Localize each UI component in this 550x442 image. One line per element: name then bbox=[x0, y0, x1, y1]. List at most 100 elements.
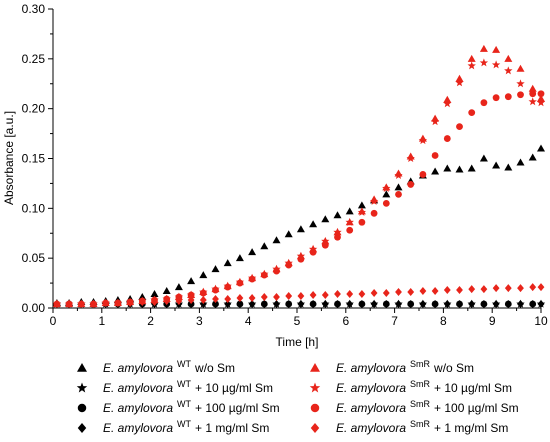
legend-item: E. amylovora WT + 100 µg/ml Sm bbox=[77, 399, 280, 415]
data-point-diamond bbox=[260, 300, 268, 309]
data-point-diamond bbox=[529, 300, 537, 309]
legend-superscript: SmR bbox=[410, 399, 431, 409]
data-point-triangle bbox=[455, 165, 464, 173]
data-point-star bbox=[479, 58, 489, 67]
data-point-triangle bbox=[467, 164, 476, 172]
legend-condition: + 10 µg/ml Sm bbox=[195, 381, 273, 395]
legend-marker-star bbox=[309, 382, 321, 393]
data-point-triangle bbox=[443, 164, 452, 172]
data-point-triangle bbox=[443, 95, 452, 103]
legend-marker-triangle bbox=[310, 363, 320, 372]
data-point-triangle bbox=[162, 295, 171, 303]
data-point-triangle bbox=[187, 277, 196, 285]
data-point-triangle bbox=[357, 207, 366, 215]
data-point-triangle bbox=[187, 291, 196, 299]
data-point-triangle bbox=[455, 74, 464, 82]
x-ticks: 0 1 2 3 4 5 6 7 8 9 10 bbox=[50, 308, 548, 328]
data-point-diamond bbox=[212, 295, 219, 304]
data-point-triangle bbox=[394, 169, 403, 177]
legend-item: E. amylovora WT + 10 µg/ml Sm bbox=[76, 379, 273, 395]
data-point-triangle bbox=[77, 300, 86, 308]
y-ticks: 0.00 0.05 0.10 0.15 0.20 0.25 0.30 bbox=[22, 2, 53, 315]
x-tick-label: 4 bbox=[245, 314, 252, 328]
y-axis-label: Absorbance [a.u.] bbox=[2, 111, 16, 205]
data-point-triangle bbox=[321, 237, 330, 245]
legend-condition: + 1 mg/ml Sm bbox=[434, 421, 508, 435]
data-point-diamond bbox=[273, 300, 280, 309]
legend-organism: E. amylovora bbox=[336, 421, 406, 435]
x-tick-label: 8 bbox=[440, 314, 447, 328]
legend-superscript: SmR bbox=[410, 419, 431, 429]
data-point-diamond bbox=[382, 289, 390, 298]
data-point-diamond bbox=[370, 300, 378, 309]
data-point-triangle bbox=[248, 274, 257, 282]
data-point-diamond bbox=[504, 284, 512, 293]
data-point-triangle bbox=[516, 64, 525, 72]
data-point-star bbox=[516, 79, 525, 88]
data-point-triangle bbox=[260, 270, 269, 278]
data-point-diamond bbox=[199, 296, 207, 305]
data-point-triangle bbox=[174, 283, 183, 291]
data-points bbox=[52, 44, 546, 309]
data-point-triangle bbox=[406, 152, 415, 160]
data-point-diamond bbox=[212, 300, 219, 309]
data-point-circle bbox=[382, 199, 390, 207]
legend-marker-circle bbox=[310, 403, 320, 413]
data-point-diamond bbox=[468, 300, 476, 309]
data-point-triangle bbox=[235, 254, 244, 262]
legend-condition: + 100 µg/ml Sm bbox=[434, 401, 519, 415]
data-point-triangle bbox=[382, 183, 391, 191]
data-point-diamond bbox=[504, 300, 512, 309]
data-point-triangle bbox=[162, 287, 171, 295]
data-point-triangle bbox=[284, 259, 293, 267]
legend-organism: E. amylovora bbox=[103, 421, 173, 435]
data-point-diamond bbox=[358, 290, 366, 299]
legend-marker-circle bbox=[77, 403, 87, 413]
legend-label: E. amylovora SmR + 100 µg/ml Sm bbox=[336, 399, 519, 415]
legend-superscript: WT bbox=[177, 399, 191, 409]
data-point-triangle bbox=[260, 242, 269, 250]
data-point-circle bbox=[529, 90, 537, 98]
data-point-triangle bbox=[479, 44, 488, 52]
data-point-diamond bbox=[260, 293, 268, 302]
data-point-triangle bbox=[370, 195, 379, 203]
data-point-circle bbox=[334, 233, 341, 241]
legend-superscript: WT bbox=[177, 359, 191, 369]
data-point-diamond bbox=[297, 292, 305, 301]
data-point-diamond bbox=[456, 286, 463, 295]
legend-label: E. amylovora WT + 10 µg/ml Sm bbox=[103, 379, 273, 395]
data-point-triangle bbox=[150, 290, 159, 298]
series-points bbox=[52, 44, 545, 308]
data-point-diamond bbox=[248, 300, 256, 309]
data-point-diamond bbox=[537, 300, 545, 309]
data-point-diamond bbox=[309, 291, 317, 300]
x-tick-label: 6 bbox=[342, 314, 349, 328]
data-point-triangle bbox=[272, 265, 281, 273]
data-point-star bbox=[491, 60, 501, 69]
legend-organism: E. amylovora bbox=[336, 401, 406, 415]
data-point-triangle bbox=[528, 153, 537, 161]
data-point-star bbox=[467, 61, 476, 70]
legend-label: E. amylovora SmR + 10 µg/ml Sm bbox=[336, 379, 512, 395]
data-point-circle bbox=[346, 226, 354, 234]
data-point-triangle bbox=[126, 298, 135, 306]
data-point-diamond bbox=[443, 300, 451, 309]
data-point-diamond bbox=[407, 300, 415, 309]
data-point-triangle bbox=[248, 248, 257, 256]
legend-organism: E. amylovora bbox=[103, 381, 173, 395]
legend-organism: E. amylovora bbox=[103, 361, 173, 375]
data-point-diamond bbox=[395, 300, 402, 309]
data-point-triangle bbox=[138, 297, 147, 305]
data-point-triangle bbox=[333, 228, 342, 236]
data-point-diamond bbox=[537, 283, 545, 292]
data-point-triangle bbox=[528, 84, 537, 92]
data-point-diamond bbox=[273, 293, 280, 302]
data-point-triangle bbox=[418, 134, 427, 142]
data-point-triangle bbox=[516, 158, 525, 166]
data-point-diamond bbox=[358, 300, 366, 309]
data-point-triangle bbox=[101, 299, 110, 307]
data-point-triangle bbox=[199, 271, 208, 279]
data-point-triangle bbox=[52, 300, 61, 308]
data-point-circle bbox=[468, 109, 476, 117]
x-tick-label: 3 bbox=[196, 314, 203, 328]
